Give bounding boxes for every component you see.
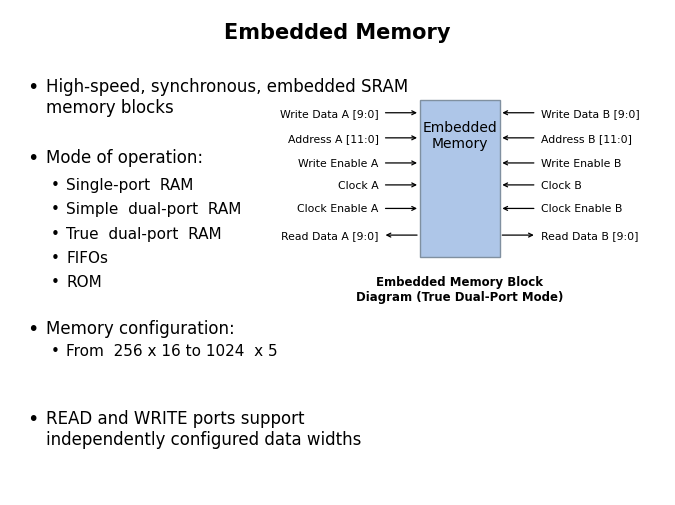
Text: Write Data A [9:0]: Write Data A [9:0]	[280, 109, 379, 119]
Text: Clock Enable B: Clock Enable B	[541, 204, 622, 214]
Text: Write Data B [9:0]: Write Data B [9:0]	[541, 109, 639, 119]
Text: True  dual-port  RAM: True dual-port RAM	[66, 226, 222, 241]
Text: Clock B: Clock B	[541, 181, 581, 190]
Text: Single-port  RAM: Single-port RAM	[66, 178, 194, 193]
Text: ROM: ROM	[66, 275, 102, 290]
Text: •: •	[51, 275, 60, 290]
Text: Embedded Memory: Embedded Memory	[224, 23, 451, 43]
Text: Simple  dual-port  RAM: Simple dual-port RAM	[66, 202, 242, 217]
Text: Write Enable A: Write Enable A	[298, 159, 379, 169]
Text: Embedded
Memory: Embedded Memory	[423, 120, 497, 150]
Text: FIFOs: FIFOs	[66, 250, 108, 266]
Text: •: •	[51, 178, 60, 193]
Text: •: •	[27, 319, 38, 338]
Text: Mode of operation:: Mode of operation:	[46, 149, 203, 167]
Text: Embedded Memory Block
Diagram (True Dual-Port Mode): Embedded Memory Block Diagram (True Dual…	[356, 275, 564, 303]
Text: •: •	[51, 226, 60, 241]
Text: Write Enable B: Write Enable B	[541, 159, 621, 169]
Text: •: •	[51, 202, 60, 217]
Text: •: •	[51, 343, 60, 359]
Text: Memory configuration:: Memory configuration:	[46, 319, 235, 337]
Text: Address A [11:0]: Address A [11:0]	[288, 134, 379, 143]
Text: •: •	[27, 409, 38, 428]
Text: •: •	[51, 250, 60, 266]
Text: •: •	[27, 149, 38, 168]
Text: Read Data B [9:0]: Read Data B [9:0]	[541, 231, 638, 240]
Text: Read Data A [9:0]: Read Data A [9:0]	[281, 231, 379, 240]
Text: Clock Enable A: Clock Enable A	[297, 204, 379, 214]
Text: From  256 x 16 to 1024  x 5: From 256 x 16 to 1024 x 5	[66, 343, 278, 359]
Text: READ and WRITE ports support
independently configured data widths: READ and WRITE ports support independent…	[46, 409, 361, 448]
Text: •: •	[27, 78, 38, 97]
Text: High-speed, synchronous, embedded SRAM
memory blocks: High-speed, synchronous, embedded SRAM m…	[46, 78, 408, 117]
Bar	[420, 101, 500, 258]
Text: Clock A: Clock A	[338, 181, 379, 190]
Text: Address B [11:0]: Address B [11:0]	[541, 134, 632, 143]
